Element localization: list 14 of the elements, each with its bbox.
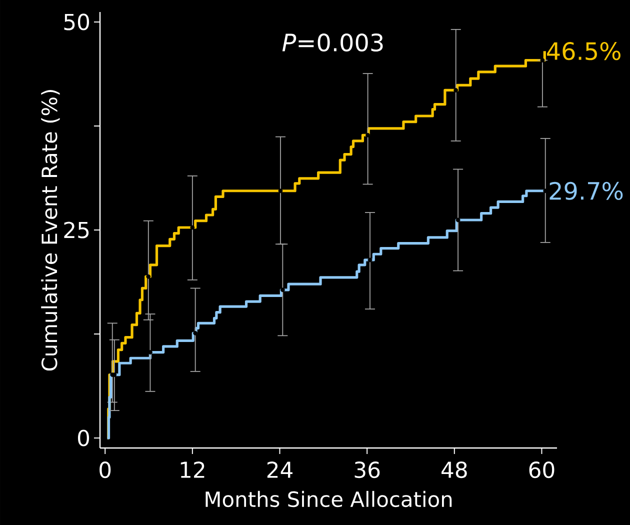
x-tick-label: 12 — [180, 462, 204, 478]
x-tick-label: 0 — [100, 462, 111, 478]
y-axis-title: Cumulative Event Rate (%) — [41, 90, 60, 371]
x-axis-title: Months Since Allocation — [206, 490, 452, 508]
data-label: 29.7% — [550, 182, 623, 200]
y-tick-label: 50 — [64, 14, 90, 30]
x-tick-label: 60 — [529, 462, 554, 478]
annotation: P=0.003 — [282, 33, 383, 52]
data-label: 46.5% — [547, 42, 620, 60]
x-tick-label: 24 — [267, 462, 292, 478]
y-tick-label: 0 — [78, 430, 90, 446]
y-tick-label: 25 — [64, 222, 89, 238]
x-tick-label: 36 — [354, 462, 380, 478]
x-tick-label: 48 — [442, 462, 467, 478]
